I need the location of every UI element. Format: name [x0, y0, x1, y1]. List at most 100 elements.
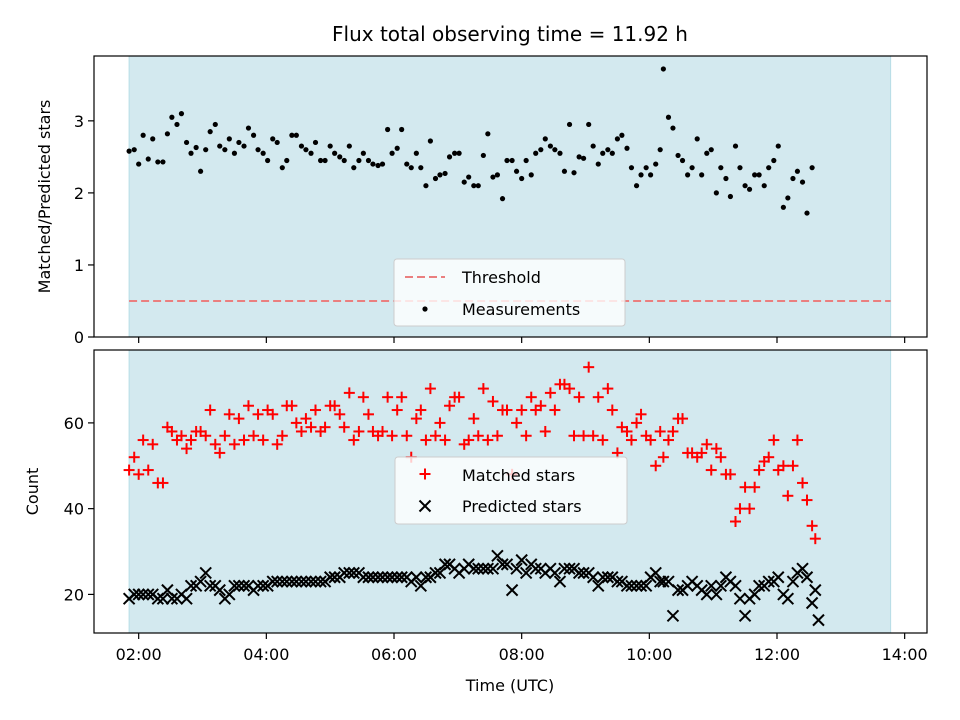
dot-point	[576, 154, 582, 160]
dot-point	[193, 144, 199, 151]
dot-point	[427, 138, 433, 144]
plus-point	[439, 434, 451, 446]
plus-point	[491, 430, 503, 442]
dot-point	[785, 195, 791, 201]
dot-point	[284, 157, 290, 164]
dot-point	[756, 172, 762, 178]
plus-point	[568, 430, 580, 442]
dot-point	[670, 125, 676, 131]
dot-point	[538, 147, 544, 153]
plus-point	[667, 425, 679, 437]
plus-point	[809, 533, 821, 545]
dot-point	[643, 165, 649, 171]
x-point	[213, 583, 226, 597]
top-legend: Threshold Measurements	[393, 258, 626, 327]
dot-point	[408, 165, 414, 171]
dot-point	[389, 150, 395, 156]
plus-point	[768, 434, 780, 446]
dot-point	[660, 66, 666, 72]
plus-point	[338, 421, 350, 433]
dot-point	[327, 143, 333, 149]
plus-point	[434, 417, 446, 429]
plus-point	[631, 417, 643, 429]
x-point	[304, 575, 318, 588]
dot-point	[197, 168, 204, 174]
plus-point	[654, 425, 666, 437]
plus-point	[578, 430, 590, 442]
dot-point	[226, 136, 232, 142]
dot-point	[418, 165, 424, 171]
x-point	[285, 575, 299, 588]
dot-point	[207, 129, 213, 135]
plus-point	[597, 434, 609, 446]
x-point	[486, 562, 500, 575]
dot-point	[270, 136, 276, 142]
plus-point	[535, 400, 547, 412]
dot-point	[809, 165, 815, 171]
plus-point	[662, 434, 674, 446]
dot-point	[241, 143, 247, 149]
dot-point	[475, 183, 481, 189]
dot-point	[547, 143, 553, 149]
plus-point	[453, 391, 465, 403]
dot-point	[799, 179, 806, 185]
dot-point	[289, 132, 295, 138]
plus-point	[763, 451, 775, 463]
plus-point	[142, 464, 154, 476]
x-tick-label: 06:00	[371, 645, 417, 664]
dot-point	[466, 174, 472, 180]
x-point	[194, 575, 207, 588]
x-point	[505, 583, 519, 597]
dot-point	[250, 132, 257, 138]
plus-point	[587, 430, 599, 442]
dot-point	[528, 172, 534, 178]
x-point	[800, 571, 814, 584]
x-point	[705, 579, 718, 593]
plus-point	[797, 477, 809, 489]
x-point	[586, 571, 600, 584]
plus-point	[734, 503, 746, 515]
dot-point	[279, 165, 285, 171]
x-point	[381, 571, 394, 584]
dot-point	[590, 143, 596, 149]
dot-point	[624, 145, 630, 151]
plus-point	[564, 383, 576, 395]
x-tick-label: 04:00	[243, 645, 289, 664]
dot-point	[685, 172, 691, 178]
x-point	[786, 575, 800, 588]
x-point	[805, 596, 819, 610]
bottom-frame	[93, 349, 928, 634]
x-point	[515, 553, 528, 567]
dot-point	[318, 157, 324, 164]
plus-point	[544, 387, 556, 399]
dot-point	[775, 143, 781, 149]
dot-point	[708, 147, 714, 153]
plus-point	[410, 413, 422, 425]
dot-point	[723, 175, 729, 182]
dot-point	[312, 139, 319, 146]
dot-point	[178, 111, 185, 117]
dot-point	[169, 114, 175, 120]
plus-point	[401, 430, 413, 442]
plus-point	[185, 434, 197, 446]
x-point	[500, 558, 514, 571]
dot-point	[308, 150, 314, 156]
plus-point	[516, 404, 528, 416]
x-point	[772, 571, 785, 584]
x-point	[438, 558, 452, 571]
plus-point	[319, 421, 331, 433]
plus-point	[242, 400, 254, 412]
plus-point	[252, 408, 264, 420]
plus-point	[228, 438, 240, 450]
dot-point	[699, 172, 705, 178]
dot-point	[771, 157, 777, 164]
plus-point	[625, 434, 637, 446]
plus-point	[204, 404, 216, 416]
plus-point	[696, 447, 708, 459]
x-point	[276, 575, 289, 588]
x-point	[237, 579, 251, 593]
dot-point	[379, 161, 386, 167]
plus-point	[705, 464, 717, 476]
x-point	[132, 588, 145, 601]
